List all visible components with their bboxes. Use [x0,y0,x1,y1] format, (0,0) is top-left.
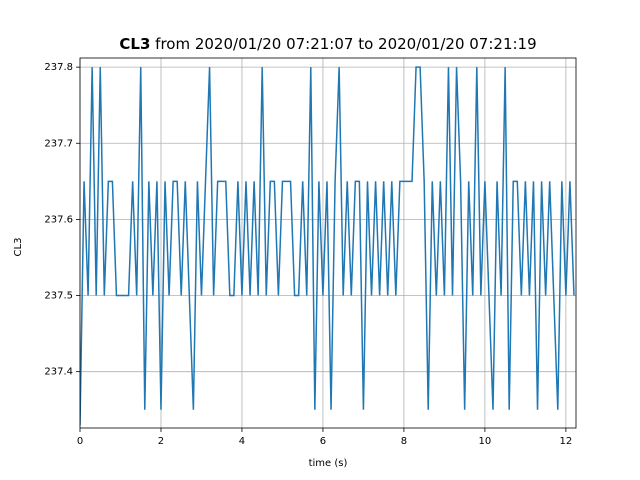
x-tick-label: 4 [239,436,245,447]
x-tick-label: 12 [560,436,573,447]
x-axis-label: time (s) [309,458,348,469]
x-tick-label: 8 [401,436,407,447]
y-tick-label: 237.4 [44,367,73,378]
x-tick-label: 0 [77,436,83,447]
plot-frame [79,57,577,429]
x-tick-label: 2 [158,436,164,447]
x-tick-label: 6 [320,436,326,447]
y-tick-label: 237.7 [44,138,73,149]
chart-title: CL3 from 2020/01/20 07:21:07 to 2020/01/… [119,35,536,53]
x-tick-label: 10 [479,436,492,447]
y-axis-label: CL3 [13,238,24,257]
title-bold: CL3 [119,35,150,53]
title-rest: from 2020/01/20 07:21:07 to 2020/01/20 0… [155,35,536,53]
y-tick-label: 237.6 [44,214,73,225]
y-tick-label: 237.8 [44,62,73,73]
y-tick-label: 237.5 [44,291,73,302]
data-line [80,66,575,425]
